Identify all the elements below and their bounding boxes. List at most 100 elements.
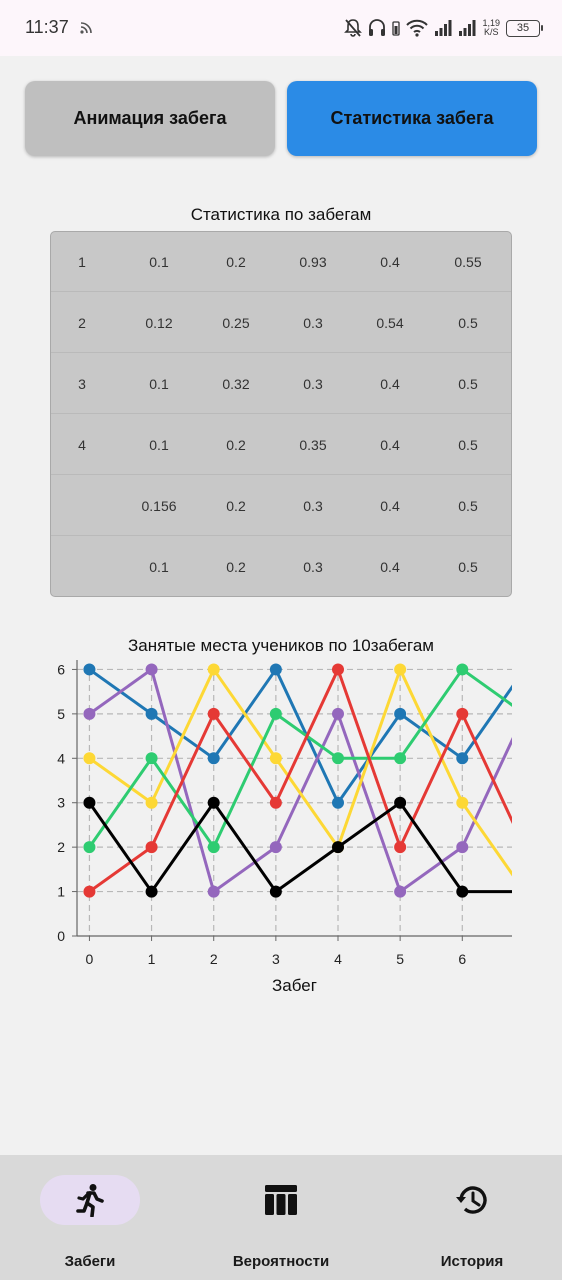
series-line-1 [88, 667, 512, 894]
series-point-5 [269, 885, 282, 898]
table-cell: 0.55 [454, 253, 482, 270]
x-axis-label: Забег [272, 976, 317, 995]
series-point-2 [456, 796, 469, 809]
table-cell: 0.2 [226, 497, 246, 514]
table-row: 0.156 0.2 0.3 0.4 0.5 [51, 475, 511, 536]
nav-item-races[interactable]: Забеги [10, 1175, 170, 1270]
series-line-5 [88, 801, 512, 894]
animation-tab-button[interactable]: Анимация забега [25, 81, 275, 156]
table-cell: 0.93 [299, 253, 327, 270]
series-point-1 [394, 885, 407, 898]
table-cell: 2 [78, 314, 86, 331]
table-cell: 0.5 [458, 375, 478, 392]
series-point-4 [207, 707, 220, 720]
series-point-2 [269, 752, 282, 765]
series-point-0 [207, 752, 220, 765]
headset-battery-icon [392, 21, 401, 36]
series-point-4 [83, 885, 96, 898]
series-point-3 [456, 663, 469, 676]
nav-label-probabilities: Вероятности [232, 1253, 330, 1270]
nav-item-probabilities[interactable]: Вероятности [201, 1175, 361, 1270]
series-point-2 [394, 663, 407, 676]
table-cell: 0.4 [380, 375, 400, 392]
statistics-tab-button[interactable]: Статистика забега [287, 81, 537, 156]
series-point-0 [332, 796, 344, 809]
series-point-2 [207, 663, 220, 676]
series-point-3 [269, 707, 282, 720]
series-point-2 [145, 796, 158, 809]
table-cell: 3 [78, 375, 86, 392]
series-point-5 [456, 885, 469, 898]
status-time: 11:37 [25, 17, 69, 37]
nav-label-races: Забеги [64, 1253, 116, 1270]
table-cell: 0.3 [303, 314, 323, 331]
table-cell: 0.2 [226, 558, 246, 575]
table-row: 1 0.1 0.2 0.93 0.4 0.55 [51, 232, 511, 292]
table-cell: 0.4 [380, 436, 400, 453]
x-tick-label: 3 [272, 951, 280, 967]
y-tick-label: 6 [57, 661, 65, 677]
series-point-3 [83, 841, 96, 854]
signal-icon-2 [459, 20, 476, 36]
table-cell: 0.1 [149, 375, 169, 392]
table-cell: 0.5 [458, 436, 478, 453]
nav-icon-wrap [422, 1175, 522, 1225]
x-tick-label: 6 [458, 951, 466, 967]
series-point-5 [207, 796, 220, 809]
cast-icon [80, 22, 92, 34]
series-point-1 [145, 663, 158, 676]
series-point-0 [83, 663, 96, 676]
table-cell: 0.12 [145, 314, 173, 331]
series-point-4 [145, 841, 158, 854]
battery-level: 35 [516, 22, 530, 34]
x-tick-label: 4 [334, 951, 342, 967]
wifi-icon [406, 19, 429, 37]
nav-icon-wrap [231, 1175, 331, 1225]
x-tick-label: 2 [210, 951, 218, 967]
stats-table: 1 0.1 0.2 0.93 0.4 0.55 2 0.12 0.25 0.3 0.54 0.5 3 0.… [50, 231, 512, 597]
table-cell: 4 [78, 436, 86, 453]
table-cell: 0.4 [380, 253, 400, 270]
series-point-3 [394, 752, 407, 765]
series-point-3 [332, 752, 344, 765]
status-bar: 11:37 [0, 0, 562, 56]
x-tick-label: 5 [396, 951, 404, 967]
series-line-4 [88, 667, 512, 893]
table-cell: 0.4 [380, 558, 400, 575]
series-point-4 [332, 663, 344, 676]
table-cell: 0.1 [149, 436, 169, 453]
y-tick-label: 4 [57, 750, 65, 766]
runner-icon [76, 1184, 104, 1217]
table-title: Статистика по забегам [190, 205, 372, 224]
headset-icon [369, 19, 386, 36]
table-cell: 0.3 [303, 375, 323, 392]
speed-value: 1,19 [482, 18, 500, 28]
series-point-5 [332, 841, 344, 854]
table-cell: 0.2 [226, 436, 246, 453]
series-point-4 [456, 707, 469, 720]
status-icons: 1,19 K/S 35 [344, 15, 543, 41]
table-row: 3 0.1 0.32 0.3 0.4 0.5 [51, 353, 511, 414]
places-chart: Занятые места учеников по 10забегам 0 1 2 3 4… [0, 630, 562, 1010]
y-tick-label: 5 [57, 706, 65, 722]
nav-active-indicator [40, 1175, 140, 1225]
table-row: 0.1 0.2 0.3 0.4 0.5 [51, 536, 511, 596]
y-tick-label: 1 [57, 884, 65, 900]
series-point-1 [269, 841, 282, 854]
animation-tab-label: Анимация забега [73, 108, 227, 128]
series-point-0 [456, 752, 469, 765]
nav-item-history[interactable]: История [392, 1175, 552, 1270]
table-cell: 0.5 [458, 314, 478, 331]
table-cell: 0.54 [376, 314, 404, 331]
table-cell: 1 [78, 253, 86, 270]
y-tick-label: 3 [57, 795, 65, 811]
y-tick-label: 2 [57, 839, 65, 855]
series-point-3 [145, 752, 158, 765]
history-icon [456, 1186, 487, 1214]
table-cell: 0.2 [226, 253, 246, 270]
table-cell: 0.35 [299, 436, 327, 453]
mute-bell-icon [344, 19, 363, 37]
nav-label-history: История [440, 1253, 504, 1270]
x-tick-label: 0 [86, 951, 94, 967]
series-point-1 [207, 885, 220, 898]
